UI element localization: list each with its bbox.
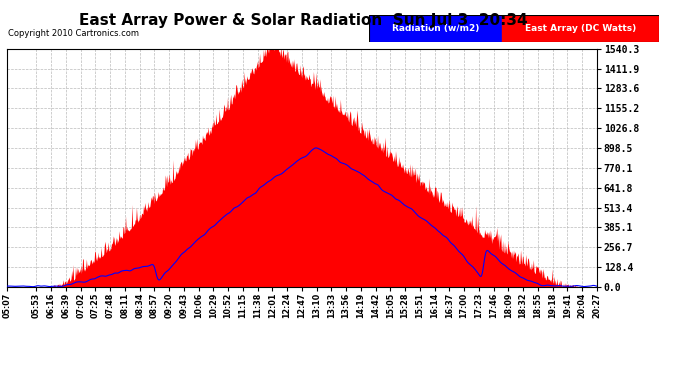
Text: East Array (DC Watts): East Array (DC Watts) xyxy=(525,24,636,33)
Bar xyxy=(502,15,659,42)
Text: East Array Power & Solar Radiation  Sun Jul 3  20:34: East Array Power & Solar Radiation Sun J… xyxy=(79,13,528,28)
Text: Copyright 2010 Cartronics.com: Copyright 2010 Cartronics.com xyxy=(8,28,139,38)
Text: Radiation (w/m2): Radiation (w/m2) xyxy=(392,24,480,33)
Bar xyxy=(369,15,502,42)
